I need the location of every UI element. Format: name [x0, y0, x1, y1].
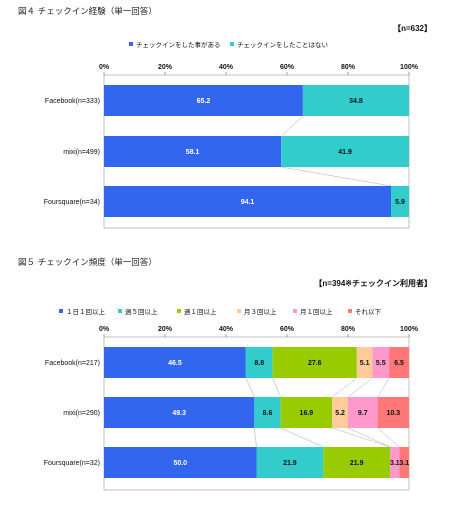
series-connector-line: [332, 427, 391, 448]
x-tick-label: 100%: [400, 326, 419, 333]
bar-value-label: 21.9: [350, 460, 364, 467]
x-tick-label: 40%: [219, 64, 234, 71]
bar-value-label: 41.9: [338, 149, 352, 156]
bar-value-label: 49.3: [172, 410, 186, 417]
series-connector-line: [347, 427, 391, 448]
bar-value-label: 10.3: [386, 410, 400, 417]
bar-value-label: 5.2: [335, 410, 345, 417]
series-connector-line: [377, 377, 390, 398]
bar-segment: [332, 397, 348, 428]
x-tick-label: 0%: [99, 64, 110, 71]
bar-value-label: 21.9: [283, 460, 297, 467]
x-tick-label: 60%: [280, 64, 295, 71]
bar-value-label: 16.9: [300, 410, 314, 417]
series-connector-line: [272, 377, 281, 398]
bar-value-label: 6.5: [394, 360, 404, 367]
bar-segment: [390, 447, 400, 478]
legend-swatch: [129, 42, 133, 46]
category-label: mixi(n=290): [63, 410, 100, 417]
category-label: Facebook(n=333): [45, 98, 100, 105]
bar-segment: [280, 397, 333, 428]
bar-segment: [245, 347, 273, 378]
bar-value-label: 46.5: [168, 360, 182, 367]
bar-segment: [302, 85, 409, 116]
series-connector-line: [280, 427, 324, 448]
category-label: Foursquare(n=34): [44, 199, 100, 206]
legend-swatch: [237, 309, 241, 313]
x-tick-label: 60%: [280, 326, 295, 333]
legend-swatch: [348, 309, 352, 313]
legend-label: 週５回以上: [125, 307, 158, 316]
bar-segment: [389, 347, 409, 378]
legend-label: 週１回以上: [184, 307, 217, 316]
bar-value-label: 8.6: [263, 410, 273, 417]
chart-title: 図５ チェックイン頻度（単一回答）: [18, 257, 157, 268]
bar-segment: [104, 447, 257, 478]
bar-segment: [348, 397, 378, 428]
bar-segment: [254, 397, 281, 428]
series-connector-line: [331, 377, 357, 398]
series-connector-line: [281, 166, 392, 187]
series-connector-line: [377, 427, 400, 448]
bar-segment: [356, 347, 373, 378]
bar-segment: [104, 136, 282, 167]
bar-value-label: 8.8: [254, 360, 264, 367]
bar-segment: [272, 347, 357, 378]
series-connector-line: [245, 377, 255, 398]
bar-value-label: 34.8: [349, 98, 363, 105]
sample-size-note: 【n=394※チェックイン利用者】: [314, 278, 432, 288]
legend-label: １日１回以上: [66, 307, 106, 316]
bar-segment: [391, 186, 409, 217]
bar-value-label: 5.9: [395, 199, 405, 206]
x-tick-label: 100%: [400, 64, 419, 71]
bar-segment: [256, 447, 324, 478]
legend-swatch: [177, 309, 181, 313]
bar-segment: [372, 347, 390, 378]
legend-label: 月１回以上: [300, 307, 333, 316]
bar-segment: [323, 447, 391, 478]
bar-segment: [104, 186, 392, 217]
category-label: mixi(n=499): [63, 149, 100, 156]
sample-size-note: 【n=632】: [393, 23, 432, 33]
legend-label: それ以下: [355, 308, 382, 316]
x-tick-label: 80%: [341, 326, 356, 333]
bar-value-label: 58.1: [186, 149, 200, 156]
bar-value-label: 65.2: [197, 98, 211, 105]
bar-value-label: 27.6: [308, 360, 322, 367]
x-tick-label: 40%: [219, 326, 234, 333]
bar-value-label: 50.0: [173, 460, 187, 467]
bar-value-label: 3.1: [390, 460, 400, 467]
bar-value-label: 3.1: [399, 460, 409, 467]
series-connector-line: [281, 115, 304, 137]
x-tick-label: 0%: [99, 326, 110, 333]
bar-value-label: 94.1: [241, 199, 255, 206]
category-label: Facebook(n=217): [45, 360, 100, 367]
legend-swatch: [293, 309, 297, 313]
x-tick-label: 80%: [341, 64, 356, 71]
legend-swatch: [59, 309, 63, 313]
bar-segment: [104, 397, 255, 428]
chart-title: 図４ チェックイン経験（単一回答）: [18, 6, 157, 17]
bar-segment: [377, 397, 409, 428]
bar-segment: [281, 136, 409, 167]
bar-segment: [104, 347, 246, 378]
legend-swatch: [230, 42, 234, 46]
category-label: Foursquare(n=32): [44, 460, 100, 467]
series-connector-line: [347, 377, 373, 398]
bar-value-label: 5.5: [376, 360, 386, 367]
legend-label: 月３回以上: [244, 307, 277, 316]
x-tick-label: 20%: [158, 64, 173, 71]
bar-segment: [399, 447, 409, 478]
legend-label: チェックインをした事がある: [136, 40, 221, 49]
bar-segment: [104, 85, 303, 116]
bar-value-label: 5.1: [360, 360, 370, 367]
series-connector-line: [254, 427, 257, 448]
x-tick-label: 20%: [158, 326, 173, 333]
bar-value-label: 9.7: [358, 410, 368, 417]
legend-swatch: [118, 309, 122, 313]
legend-label: チェックインをしたことはない: [237, 41, 328, 49]
